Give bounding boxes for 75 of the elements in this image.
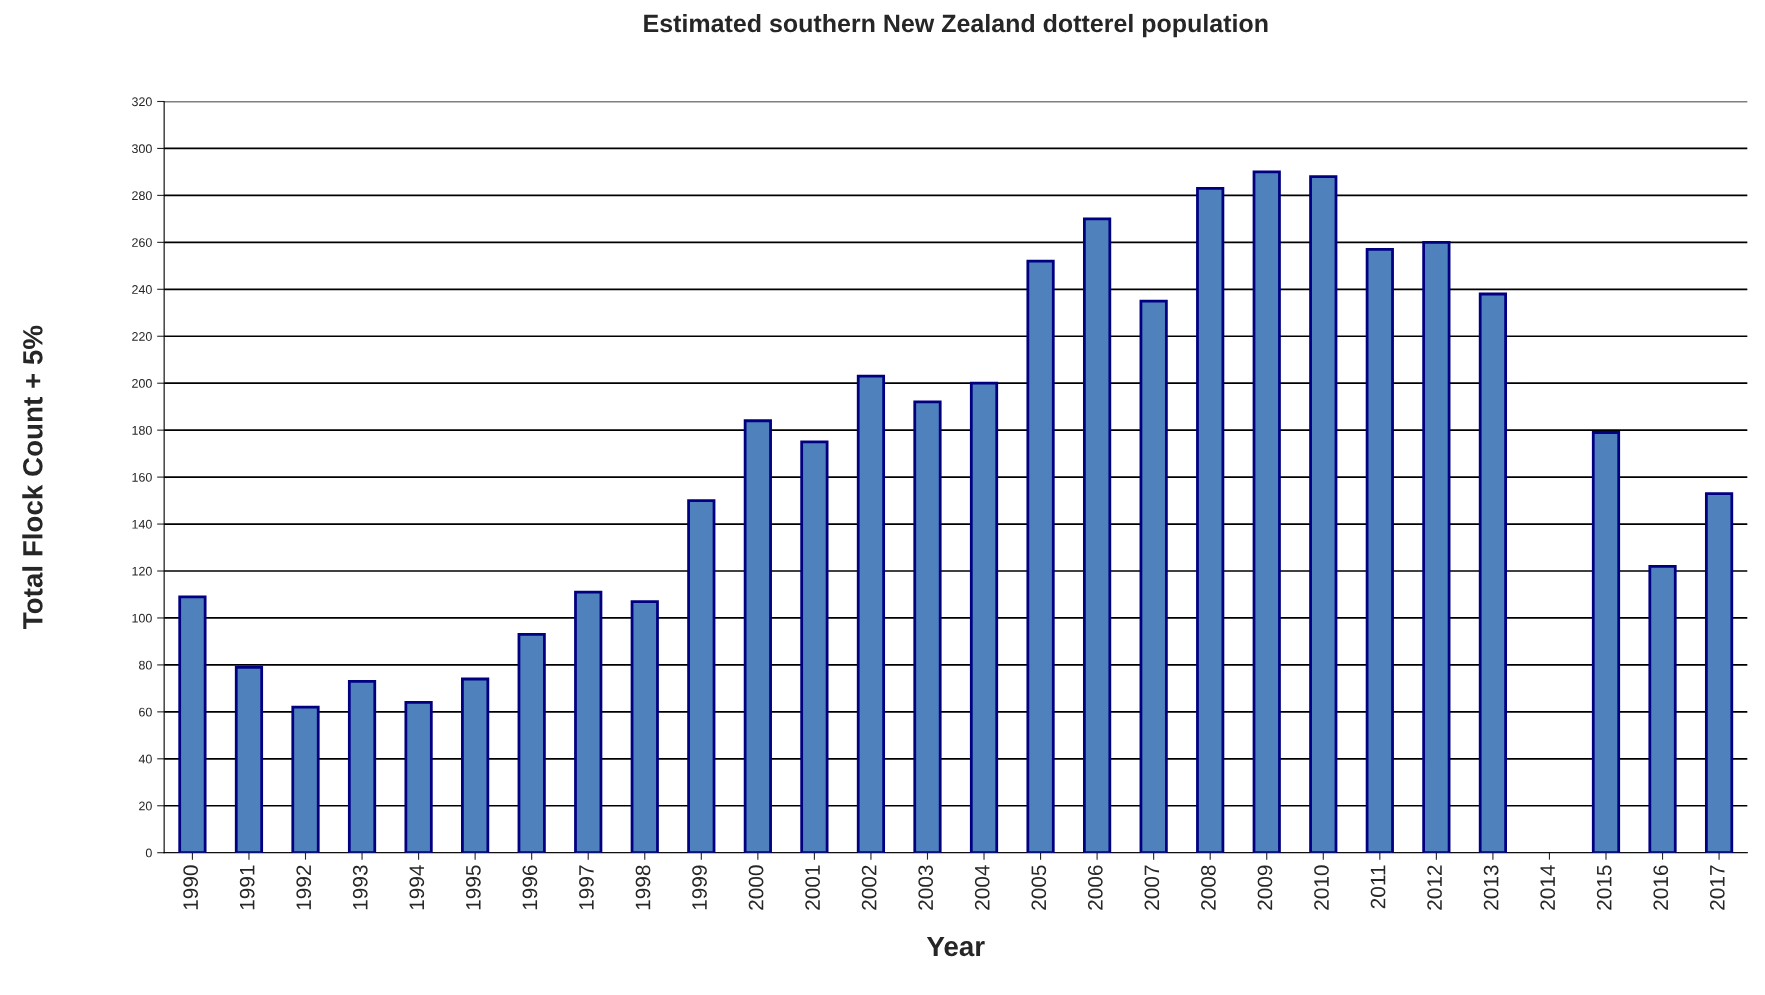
bar — [1422, 240, 1451, 853]
bar — [1139, 299, 1168, 853]
x-tick-label: 2016 — [1653, 865, 1669, 910]
x-axis-title: Year — [926, 936, 985, 957]
y-tick-label: 260 — [132, 238, 152, 247]
x-tick-label: 1999 — [692, 865, 707, 910]
x-tick-label: 1998 — [635, 865, 651, 910]
x-tick-label: 2012 — [1427, 865, 1442, 910]
bar — [1591, 431, 1621, 853]
bar — [1648, 564, 1677, 853]
bar — [1365, 248, 1394, 853]
y-tick-label: 100 — [132, 613, 152, 623]
chart-title: Estimated southern New Zealand dotterel population — [644, 13, 1268, 38]
y-tick-label: 80 — [138, 660, 152, 670]
bar — [800, 440, 829, 853]
x-tick-label: 1990 — [183, 865, 199, 910]
y-tick-label: 0 — [145, 848, 152, 858]
bar — [743, 419, 772, 853]
bar — [404, 701, 433, 853]
x-tick-label: 2014 — [1540, 865, 1556, 910]
y-tick-label: 200 — [132, 379, 152, 388]
x-tick-label: 1991 — [239, 865, 255, 910]
y-tick-label: 60 — [139, 707, 152, 717]
y-axis-title: Total Flock Count + 5% — [22, 325, 43, 629]
bar — [913, 400, 942, 853]
x-tick-label: 1996 — [522, 865, 538, 910]
bar — [1252, 170, 1281, 853]
bar — [1026, 259, 1055, 853]
bar — [1478, 292, 1508, 853]
x-tick-label: 2011 — [1370, 865, 1386, 909]
bar — [461, 677, 490, 853]
bar — [1082, 217, 1112, 853]
x-tick-label: 2004 — [974, 865, 990, 910]
x-tick-label: 2002 — [861, 865, 877, 910]
x-tick-label: 2000 — [748, 865, 764, 910]
x-tick-label: 1993 — [352, 865, 368, 910]
bar — [1196, 186, 1225, 853]
x-tick-label: 1995 — [465, 865, 481, 910]
y-tick-label: 180 — [132, 425, 152, 435]
bar — [291, 705, 320, 853]
x-tick-label: 2001 — [805, 865, 820, 910]
y-tick-label: 220 — [132, 332, 152, 341]
x-tick-label: 1994 — [409, 865, 425, 910]
y-tick-label: 160 — [132, 472, 152, 482]
x-tick-label: 2003 — [918, 865, 934, 910]
bar — [1309, 175, 1338, 853]
bar — [178, 595, 207, 853]
y-tick-label: 120 — [132, 566, 152, 576]
y-tick-label: 300 — [131, 144, 152, 154]
x-tick-label: 2008 — [1201, 865, 1216, 910]
bar — [517, 633, 546, 853]
y-tick-label: 20 — [139, 801, 152, 811]
bar — [234, 665, 264, 853]
y-tick-label: 240 — [132, 285, 152, 294]
x-tick-label: 2010 — [1314, 865, 1329, 910]
x-tick-label: 2009 — [1257, 865, 1273, 910]
x-tick-label: 2005 — [1031, 865, 1047, 910]
y-tick-label: 320 — [131, 97, 152, 107]
x-tick-label: 2015 — [1596, 865, 1612, 910]
y-tick-label: 280 — [132, 191, 152, 201]
x-tick-label: 2006 — [1087, 865, 1103, 910]
bar — [856, 374, 886, 853]
x-tick-label: 2007 — [1144, 865, 1160, 910]
bar — [1704, 492, 1734, 853]
bar — [687, 499, 716, 853]
x-tick-label: 2017 — [1709, 865, 1725, 910]
y-tick-label: 40 — [138, 754, 152, 764]
bar — [969, 381, 999, 853]
x-tick-label: 2013 — [1483, 865, 1499, 910]
x-tick-label: 1997 — [579, 865, 594, 910]
bar — [347, 679, 377, 853]
bar — [574, 590, 603, 853]
x-tick-label: 1992 — [296, 865, 312, 910]
y-tick-label: 140 — [132, 519, 152, 529]
bar — [630, 600, 659, 853]
